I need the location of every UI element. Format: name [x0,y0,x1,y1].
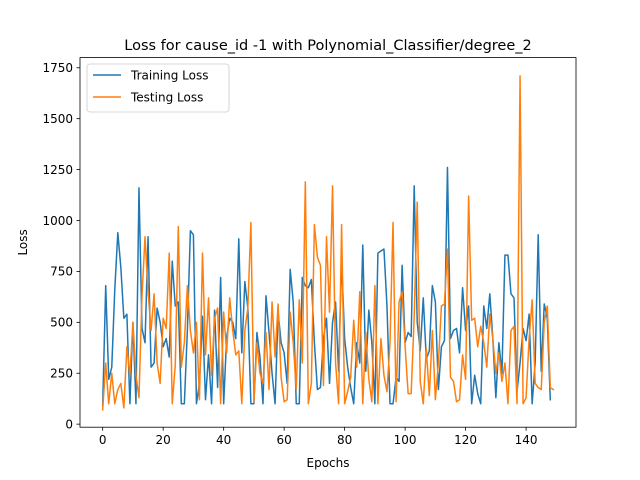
y-tick-label: 1750 [42,61,73,75]
y-axis-label: Loss [16,229,30,255]
x-tick-label: 60 [277,433,292,447]
y-tick-label: 1500 [42,112,73,126]
x-tick-label: 140 [515,433,538,447]
legend-label-testing: Testing Loss [130,91,203,105]
x-tick-label: 40 [216,433,231,447]
series-line-testing-loss [101,75,555,411]
chart-title: Loss for cause_id -1 with Polynomial_Cla… [124,38,531,54]
y-axis-ticks: 0 250 500 750 1000 1250 1500 1750 [42,61,80,431]
y-tick-label: 750 [50,265,73,279]
y-tick-label: 0 [65,417,73,431]
y-tick-label: 1250 [42,163,73,177]
y-tick-label: 1000 [42,214,73,228]
x-tick-label: 100 [394,433,417,447]
y-tick-label: 500 [50,316,73,330]
x-tick-label: 120 [454,433,477,447]
y-tick-label: 250 [50,367,73,381]
series-lines [101,75,555,411]
x-tick-label: 20 [156,433,171,447]
legend-label-training: Training Loss [130,69,208,83]
x-axis-label: Epochs [307,456,350,470]
x-tick-label: 80 [337,433,352,447]
x-tick-label: 0 [99,433,107,447]
plot-frame [79,57,577,428]
x-axis-ticks: 0 20 40 60 80 100 120 140 [99,427,538,447]
legend-box [86,63,230,113]
legend: Training Loss Testing Loss [86,63,230,113]
